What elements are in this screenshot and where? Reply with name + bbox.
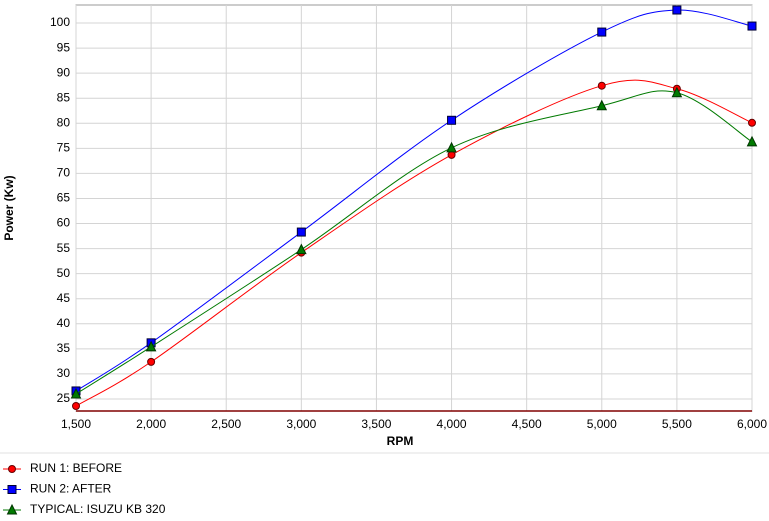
y-tick-label: 25	[57, 391, 71, 405]
x-tick-label: 6,000	[737, 417, 767, 431]
data-point	[145, 340, 157, 352]
y-tick-label: 100	[50, 15, 70, 29]
y-tick-label: 80	[57, 115, 71, 129]
y-tick-label: 90	[57, 65, 71, 79]
legend-label: RUN 2: AFTER	[30, 482, 112, 496]
data-point	[147, 357, 156, 366]
y-tick-label: 85	[57, 90, 71, 104]
legend-marker	[8, 465, 16, 473]
legend-marker	[7, 485, 17, 494]
legend-label: RUN 1: BEFORE	[30, 461, 122, 475]
data-point	[597, 27, 607, 37]
data-point	[447, 150, 456, 159]
y-tick-label: 30	[57, 366, 71, 380]
x-tick-label: 5,500	[662, 417, 692, 431]
data-point	[747, 21, 757, 31]
x-axis-label: RPM	[387, 434, 414, 448]
plot-area	[75, 4, 753, 412]
series-line	[75, 79, 753, 407]
data-point	[296, 243, 307, 255]
y-tick-label: 55	[57, 241, 71, 255]
y-tick-label: 35	[57, 341, 71, 355]
data-point	[671, 86, 683, 98]
series-line	[75, 9, 753, 392]
x-tick-label: 3,500	[361, 417, 391, 431]
series-line	[75, 90, 753, 395]
y-tick-label: 75	[57, 141, 71, 155]
data-point	[446, 141, 457, 153]
x-tick-label: 2,000	[136, 417, 166, 431]
x-tick-label: 3,000	[286, 417, 316, 431]
y-tick-label: 45	[57, 291, 71, 305]
legend-marker	[6, 503, 18, 515]
data-point	[597, 81, 606, 90]
x-tick-label: 2,500	[211, 417, 241, 431]
x-tick-label: 4,000	[437, 417, 467, 431]
data-point	[447, 115, 457, 125]
y-tick-label: 60	[57, 216, 71, 230]
y-axis-label: Power (Kw)	[2, 175, 16, 240]
y-tick-label: 40	[57, 316, 71, 330]
legend-label: TYPICAL: ISUZU KB 320	[30, 502, 166, 516]
x-tick-label: 5,000	[587, 417, 617, 431]
data-point	[70, 387, 82, 399]
data-point	[296, 227, 306, 237]
y-tick-label: 70	[57, 166, 71, 180]
x-tick-label: 1,500	[61, 417, 91, 431]
x-tick-label: 4,500	[512, 417, 542, 431]
y-tick-label: 50	[57, 266, 71, 280]
y-tick-label: 65	[57, 191, 71, 205]
y-tick-label: 95	[57, 40, 71, 54]
data-point	[72, 401, 80, 410]
data-point	[672, 5, 682, 15]
data-point	[748, 118, 756, 127]
data-point	[746, 135, 758, 147]
data-point	[596, 99, 608, 111]
